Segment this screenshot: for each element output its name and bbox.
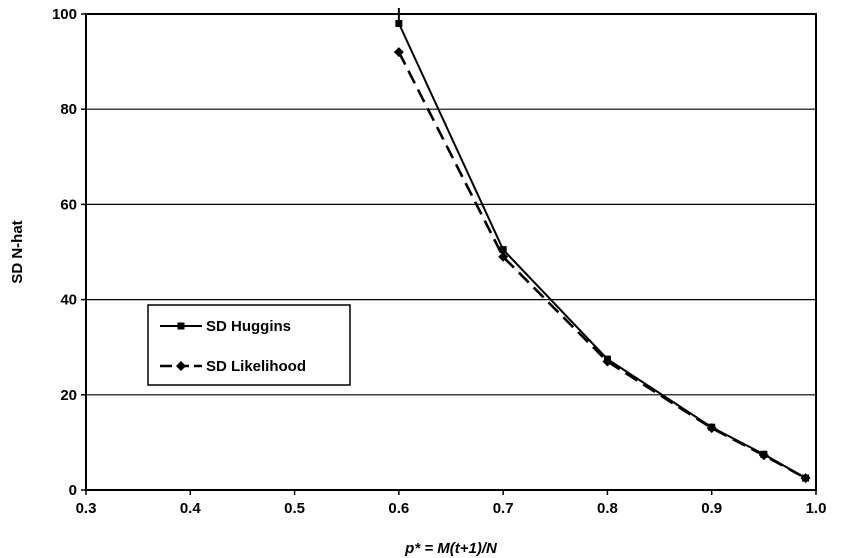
y-axis-title: SD N-hat	[9, 220, 26, 283]
series-0	[395, 20, 810, 482]
x-tick-label: 0.9	[701, 500, 722, 517]
y-tick-label: 40	[60, 292, 77, 309]
x-tick-label: 0.8	[597, 500, 618, 517]
data-point-marker	[393, 47, 404, 58]
series-line-0	[397, 23, 807, 479]
legend: SD Huggins SD Likelihood	[147, 304, 351, 386]
data-point-marker	[498, 251, 509, 262]
legend-item-1: SD Likelihood	[160, 358, 306, 375]
legend-marker	[177, 322, 185, 330]
gridlines	[86, 108, 816, 396]
x-tick-label: 0.4	[180, 500, 202, 517]
x-tick-label: 1.0	[806, 500, 827, 517]
y-tick-label: 60	[60, 196, 77, 213]
data-point-marker	[706, 423, 717, 434]
x-tick-label: 0.6	[388, 500, 409, 517]
plot-area-frame	[85, 13, 817, 491]
y-tick-label: 20	[60, 387, 77, 404]
legend-marker	[176, 361, 186, 371]
y-tick-label: 0	[69, 482, 77, 499]
y-tick-label: 100	[52, 6, 77, 23]
x-tick-label: 0.5	[284, 500, 305, 517]
series-layer	[393, 8, 811, 484]
legend-label: SD Huggins	[206, 318, 291, 335]
data-point-marker	[602, 356, 613, 367]
legend-label: SD Likelihood	[206, 358, 306, 375]
x-axis-title: p* = M(t+1)/N	[404, 540, 498, 557]
x-tick-label: 0.3	[76, 500, 97, 517]
y-axis-ticks: 0 20 40 60 80 100	[52, 6, 86, 499]
data-point-marker	[800, 473, 811, 484]
series-1	[393, 47, 811, 484]
series-line-1	[397, 51, 807, 480]
legend-item-0: SD Huggins	[160, 318, 291, 335]
data-point-marker	[758, 450, 769, 461]
x-tick-label: 0.7	[493, 500, 514, 517]
x-axis-ticks: 0.3 0.4 0.5 0.6 0.7 0.8 0.9 1.0	[76, 490, 827, 517]
y-tick-label: 80	[60, 101, 77, 118]
legend-box	[147, 304, 351, 386]
data-point-marker	[499, 246, 507, 254]
